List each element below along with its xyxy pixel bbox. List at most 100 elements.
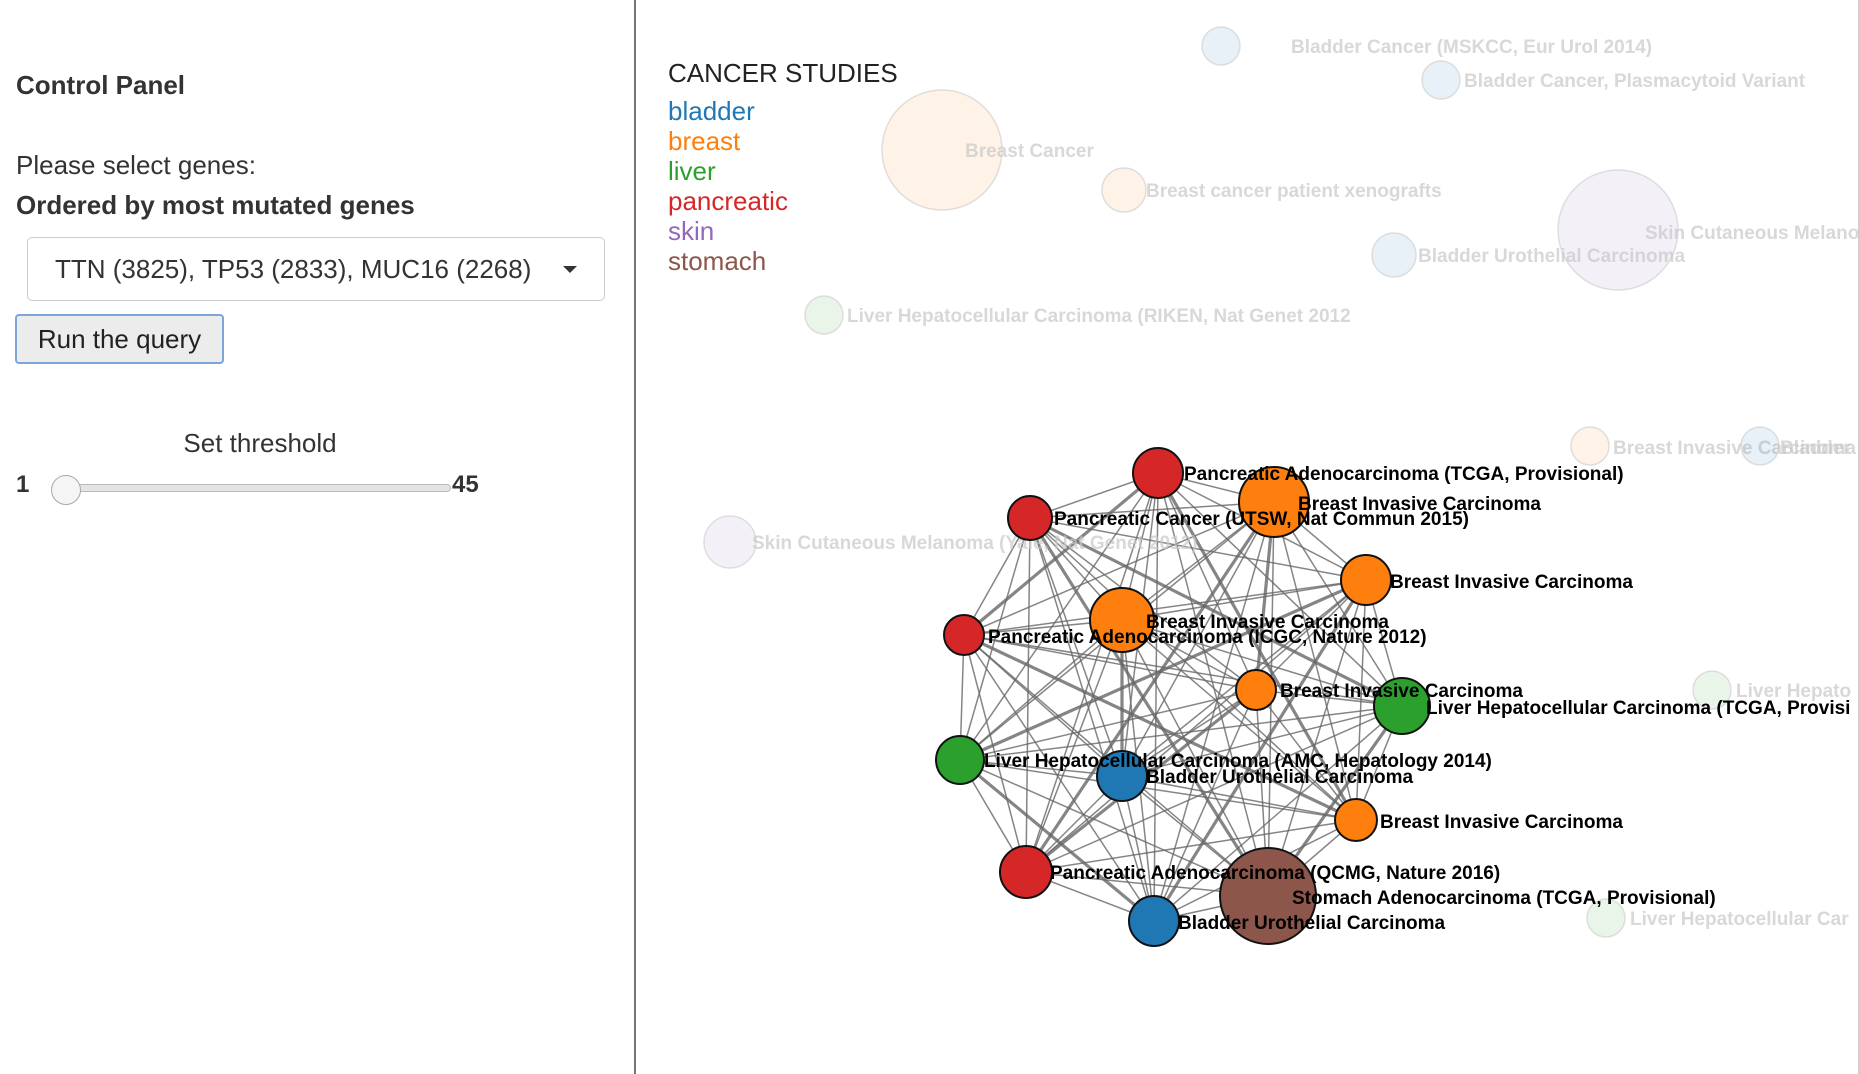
network-edge xyxy=(1121,705,1403,777)
network-edge xyxy=(963,634,1027,873)
network-edge xyxy=(959,472,1159,761)
faded-node-label: Skin Cutaneous Melanoma (Yale, Nat Genet… xyxy=(752,533,1198,554)
legend-item-bladder: bladder xyxy=(668,96,755,126)
network-edge xyxy=(1121,775,1357,821)
network-edge xyxy=(1121,619,1403,707)
study-node-breast[interactable] xyxy=(1340,554,1392,606)
network-edge xyxy=(959,517,1031,761)
study-node-breast[interactable] xyxy=(1089,587,1155,653)
study-node-label: Pancreatic Cancer (UTSW, Nat Commun 2015… xyxy=(1054,509,1469,530)
network-edge xyxy=(1028,517,1270,897)
faded-nodes: Bladder Cancer (MSKCC, Eur Urol 2014) Bla… xyxy=(703,26,1859,938)
legend-item-skin: skin xyxy=(668,216,715,246)
slider-min-label: 1 xyxy=(16,471,30,498)
network-edge xyxy=(1025,705,1403,873)
run-query-button[interactable]: Run the query xyxy=(15,314,224,364)
study-node-breast[interactable] xyxy=(1235,669,1277,711)
genes-order-label: Ordered by most mutated genes xyxy=(16,190,415,220)
faded-node-label: Liver Hepatocellular Car xyxy=(1630,909,1849,930)
threshold-slider-handle[interactable] xyxy=(51,475,81,505)
study-node-label: Pancreatic Adenocarcinoma (TCGA, Provisi… xyxy=(1184,464,1624,485)
study-node-pancreatic[interactable] xyxy=(999,845,1053,899)
study-node-label: Stomach Adenocarcinoma (TCGA, Provisiona… xyxy=(1292,888,1716,909)
slider-max-label: 45 xyxy=(452,471,479,498)
network-edge xyxy=(959,705,1403,761)
network-edge xyxy=(963,633,1357,822)
study-node-liver[interactable] xyxy=(1373,677,1431,735)
network-edge xyxy=(1121,689,1257,777)
faded-node-label: Bladder Cancer, Plasmacytoid Variant xyxy=(1464,71,1806,92)
faded-node-liver[interactable] xyxy=(804,295,844,335)
faded-node-bladder[interactable] xyxy=(1371,232,1417,278)
network-edge xyxy=(1153,689,1257,922)
network-edge xyxy=(1029,516,1403,708)
panel-title: Control Panel xyxy=(16,70,186,100)
network-edge xyxy=(963,634,1403,707)
study-node-liver[interactable] xyxy=(935,735,985,785)
study-node-bladder[interactable] xyxy=(1096,750,1148,802)
faded-node-label: Breast Cancer xyxy=(965,141,1094,162)
faded-node-label: Liver Hepato xyxy=(1736,681,1851,702)
genes-label: Please select genes: xyxy=(16,150,256,180)
network-edge xyxy=(962,471,1160,637)
network-edge xyxy=(959,689,1257,761)
network-edge xyxy=(1156,472,1358,821)
faded-node-breast[interactable] xyxy=(1101,167,1147,213)
network-edge xyxy=(959,759,1357,821)
study-node-breast[interactable] xyxy=(1334,798,1378,842)
faded-node-label: Breast Invasive Carcinoma xyxy=(1613,438,1856,459)
network-edge xyxy=(1255,689,1357,821)
study-node-label: Breast Invasive Carcinoma xyxy=(1390,572,1633,593)
faded-node-bladder[interactable] xyxy=(1740,426,1780,466)
faded-node-skin[interactable] xyxy=(1557,169,1679,291)
study-node-label: Pancreatic Adenocarcinoma (ICGC, Nature … xyxy=(988,627,1427,648)
faded-node-label: Bladder xyxy=(1780,438,1851,459)
threshold-slider-track[interactable] xyxy=(56,484,451,492)
scroll-edge xyxy=(1858,0,1860,1074)
network-edge xyxy=(1153,705,1403,922)
network-edge xyxy=(963,634,1155,922)
network-edge xyxy=(1024,501,1276,873)
network-edge xyxy=(963,501,1275,636)
faded-node-breast[interactable] xyxy=(881,89,1003,211)
network-edge xyxy=(1121,501,1275,777)
faded-node-liver[interactable] xyxy=(1692,670,1732,710)
network-edge xyxy=(1029,501,1275,519)
active-nodes: Pancreatic Adenocarcinoma (TCGA, Provisi… xyxy=(935,447,1850,947)
study-node-pancreatic[interactable] xyxy=(943,614,985,656)
network-edge xyxy=(963,579,1367,636)
faded-node-label: Breast cancer patient xenografts xyxy=(1146,181,1442,202)
gene-select-value: TTN (3825), TP53 (2833), MUC16 (2268) xyxy=(55,254,532,284)
faded-node-skin[interactable] xyxy=(703,515,757,569)
network-edge xyxy=(1029,517,1123,777)
faded-node-breast[interactable] xyxy=(1570,426,1610,466)
network-edges xyxy=(958,471,1404,923)
network-edge xyxy=(1025,517,1031,873)
legend-item-stomach: stomach xyxy=(668,246,767,276)
study-node-label: Breast Invasive Carcinoma xyxy=(1380,812,1623,833)
study-node-breast[interactable] xyxy=(1238,466,1310,538)
study-node-label: Bladder Urothelial Carcinoma xyxy=(1146,767,1414,788)
network-edge xyxy=(1029,517,1367,581)
legend-title: CANCER STUDIES xyxy=(668,58,898,88)
study-node-pancreatic[interactable] xyxy=(1132,447,1184,499)
study-node-label: Bladder Urothelial Carcinoma xyxy=(1178,913,1446,934)
study-node-label: Breast Invasive Carcinoma xyxy=(1280,681,1523,702)
study-node-stomach[interactable] xyxy=(1219,847,1317,945)
legend-item-pancreatic: pancreatic xyxy=(668,186,788,216)
faded-node-bladder[interactable] xyxy=(1421,60,1461,100)
network-edge xyxy=(1121,579,1367,621)
network-edge xyxy=(1025,579,1367,873)
study-node-bladder[interactable] xyxy=(1128,895,1180,947)
faded-node-liver[interactable] xyxy=(1586,898,1626,938)
network-edge xyxy=(1121,619,1357,821)
network-edge xyxy=(959,619,1123,761)
gene-select-dropdown[interactable]: TTN (3825), TP53 (2833), MUC16 (2268) xyxy=(27,237,605,301)
network-edge xyxy=(1025,472,1159,873)
network-edge xyxy=(959,759,1123,777)
network-panel: Bladder Cancer (MSKCC, Eur Urol 2014) Bla… xyxy=(638,0,1860,1074)
study-node-label: Liver Hepatocellular Carcinoma (AMC, Hep… xyxy=(984,751,1492,772)
study-node-pancreatic[interactable] xyxy=(1007,495,1053,541)
faded-node-bladder[interactable] xyxy=(1201,26,1241,66)
study-node-label: Breast Invasive Carcinoma xyxy=(1298,494,1541,515)
